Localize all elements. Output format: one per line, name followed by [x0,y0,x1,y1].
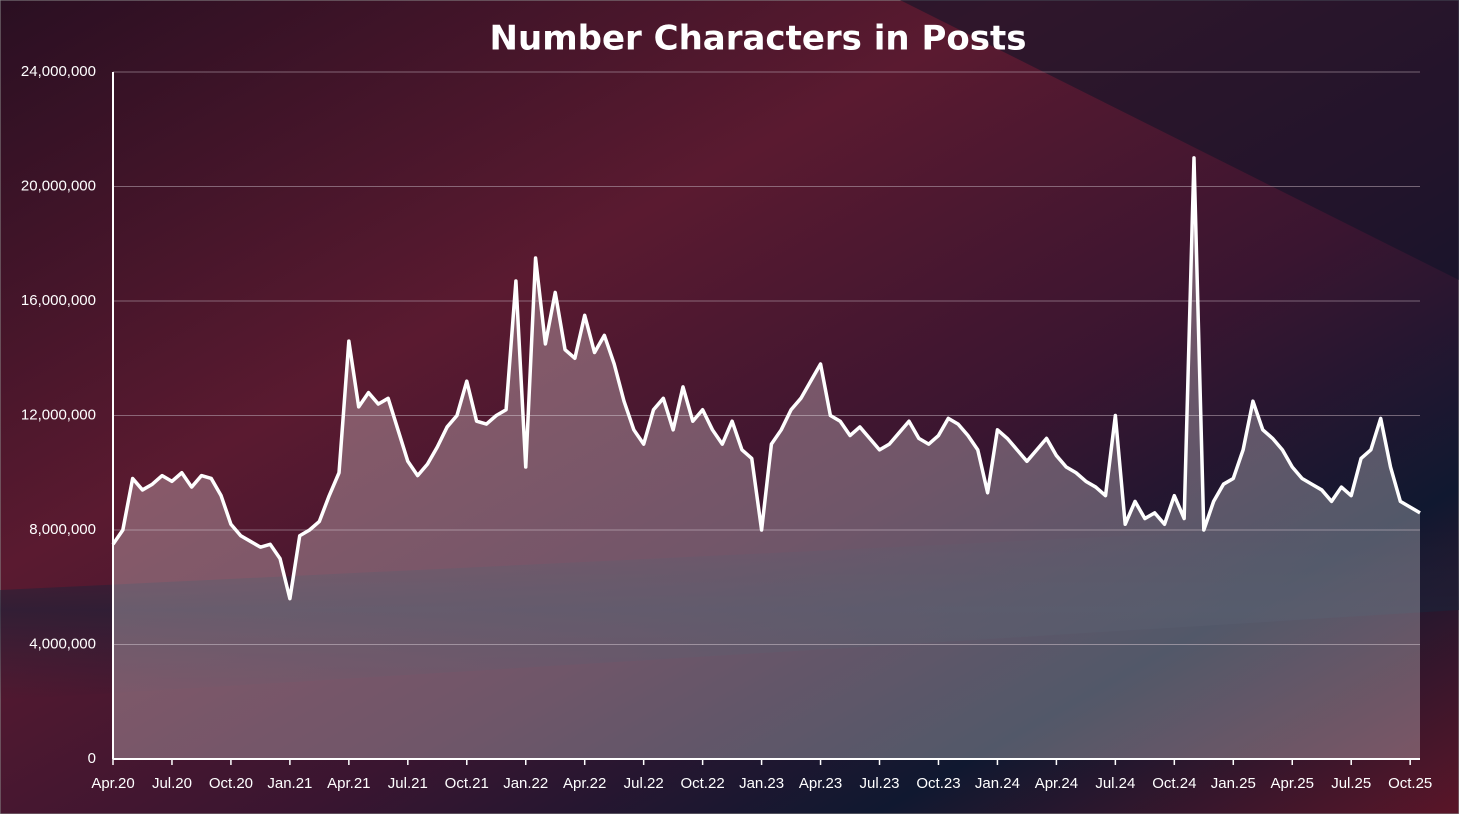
x-tick-label: Jul.24 [1095,775,1135,792]
x-tick-label: Oct.23 [916,775,960,792]
x-tick-label: Oct.24 [1152,775,1196,792]
y-tick-label: 20,000,000 [21,177,96,194]
x-tick-label: Apr.23 [799,775,842,792]
x-tick-label: Jan.23 [739,775,784,792]
x-tick-label: Apr.22 [563,775,606,792]
background-band [0,520,1459,700]
y-tick-label: 12,000,000 [21,406,96,423]
y-tick-label: 0 [88,750,96,767]
area [113,157,1420,759]
x-tick-label: Jan.25 [1211,775,1256,792]
line [111,156,1421,601]
y-tick-label: 4,000,000 [29,635,96,652]
x-tick-label: Jan.24 [975,775,1020,792]
x-tick-label: Apr.20 [91,775,134,792]
x-tick-label: Oct.20 [209,775,253,792]
x-tick-label: Jul.25 [1331,775,1371,792]
x-tick-label: Jul.22 [624,775,664,792]
x-tick-label: Jul.23 [859,775,899,792]
y-tick-label: 24,000,000 [21,63,96,80]
x-tick-label: Jan.21 [267,775,312,792]
x-tick-label: Jul.20 [152,775,192,792]
x-tick-label: Oct.22 [681,775,725,792]
chart-title: Number Characters in Posts [490,19,1027,59]
y-tick-label: 16,000,000 [21,292,96,309]
x-tick-label: Oct.25 [1388,775,1432,792]
x-tick-label: Oct.21 [445,775,489,792]
background-shade [900,0,1459,280]
x-tick-label: Jul.21 [388,775,428,792]
x-tick-label: Apr.21 [327,775,370,792]
x-tick-label: Apr.24 [1035,775,1078,792]
x-tick-label: Jan.22 [503,775,548,792]
plot-area: 0 4,000,000 8,000,000 12,000,000 16,000,000 2… [21,63,1432,792]
x-tick-label: Apr.25 [1271,775,1314,792]
y-tick-label: 8,000,000 [29,521,96,538]
